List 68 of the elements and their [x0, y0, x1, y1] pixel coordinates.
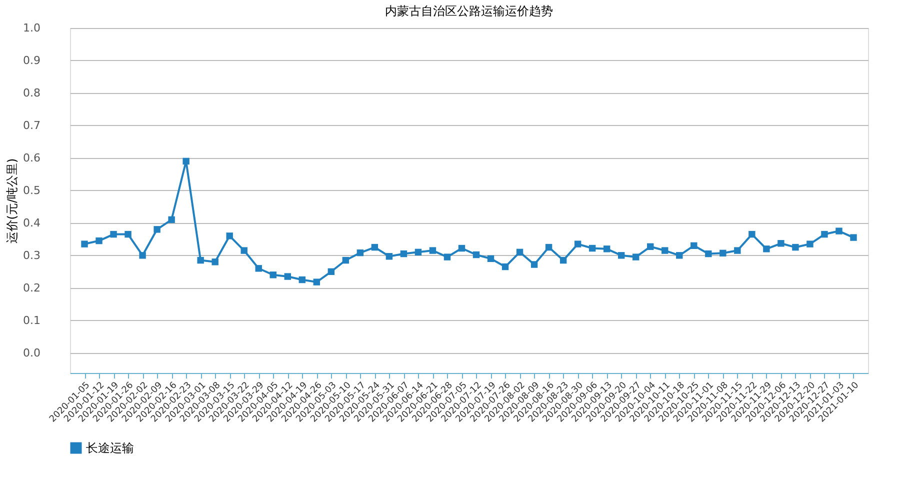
y-tick-label: 0.7 — [23, 118, 40, 132]
point — [313, 278, 320, 286]
point — [734, 247, 741, 254]
point — [720, 250, 726, 256]
point — [836, 228, 842, 234]
point — [284, 273, 291, 280]
point — [502, 263, 509, 270]
y-tick-label: 0.6 — [23, 151, 40, 164]
point — [270, 272, 276, 278]
point — [778, 240, 784, 247]
point — [821, 230, 828, 238]
point — [429, 247, 436, 254]
point — [618, 252, 625, 259]
point — [588, 244, 596, 252]
point — [560, 256, 567, 264]
point — [574, 240, 582, 248]
point — [371, 244, 378, 251]
point — [516, 248, 524, 256]
point — [458, 244, 466, 252]
point — [386, 253, 393, 260]
point — [154, 226, 160, 233]
point — [182, 158, 190, 165]
point — [168, 216, 175, 224]
point — [139, 252, 146, 259]
point — [96, 237, 102, 244]
point — [298, 276, 306, 284]
y-tick-label: 0.1 — [23, 314, 40, 327]
point — [81, 240, 88, 248]
point — [255, 265, 262, 272]
point — [400, 250, 408, 258]
point — [690, 242, 698, 250]
point — [212, 258, 218, 266]
point — [705, 250, 712, 258]
point — [414, 248, 422, 256]
point — [240, 247, 248, 254]
chart-title: 内蒙古自治区公路运输运价趋势 — [385, 4, 553, 18]
point — [603, 246, 610, 252]
point — [356, 249, 364, 256]
y-tick-label: 0.8 — [23, 86, 40, 100]
point — [342, 256, 350, 264]
legend-label: 长途运输 — [86, 441, 134, 455]
point — [328, 268, 335, 275]
y-tick-label: 0.9 — [23, 54, 40, 67]
point — [472, 251, 480, 258]
y-tick-label: 0.0 — [23, 346, 40, 360]
point — [748, 230, 756, 238]
point — [647, 243, 654, 250]
y-tick-label: 0.2 — [23, 281, 40, 294]
point — [763, 246, 770, 252]
point — [632, 254, 640, 260]
y-tick-label: 1.0 — [23, 22, 40, 34]
point — [850, 234, 857, 241]
point — [530, 261, 538, 268]
y-tick-label: 0.3 — [23, 248, 40, 262]
point — [444, 254, 451, 260]
point — [545, 244, 552, 251]
point — [806, 240, 814, 248]
point — [487, 255, 494, 262]
point — [676, 252, 683, 259]
point — [792, 244, 799, 251]
point — [226, 232, 233, 240]
y-tick-label: 0.4 — [23, 216, 40, 230]
point — [197, 256, 204, 264]
y-tick-label: 0.5 — [23, 184, 40, 197]
point — [110, 230, 117, 238]
y-axis-title: 运价(元/吨公里) — [5, 158, 20, 244]
point — [124, 230, 132, 238]
point — [662, 247, 668, 254]
